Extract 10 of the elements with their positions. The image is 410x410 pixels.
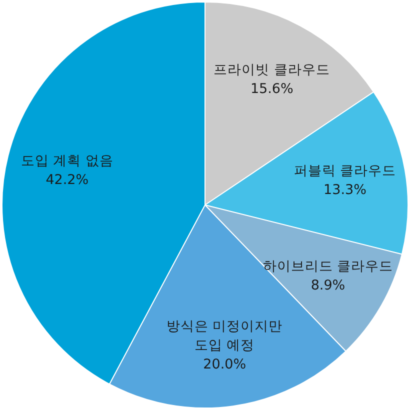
slice-label: 도입 계획 없음 [20,152,114,169]
slice-label: 방식은 미정이지만 도입 예정 [166,318,283,354]
slice-label: 프라이빗 클라우드 [214,62,330,78]
slice-label: 하이브리드 클라우드 [262,258,394,274]
data-label: 20.0% [203,356,246,372]
data-label: 8.9% [310,277,346,294]
data-label: 15.6% [250,80,294,97]
data-label: 13.3% [324,182,367,198]
data-label: 42.2% [46,172,89,188]
slice-label: 퍼블릭 클라우드 [294,162,396,179]
